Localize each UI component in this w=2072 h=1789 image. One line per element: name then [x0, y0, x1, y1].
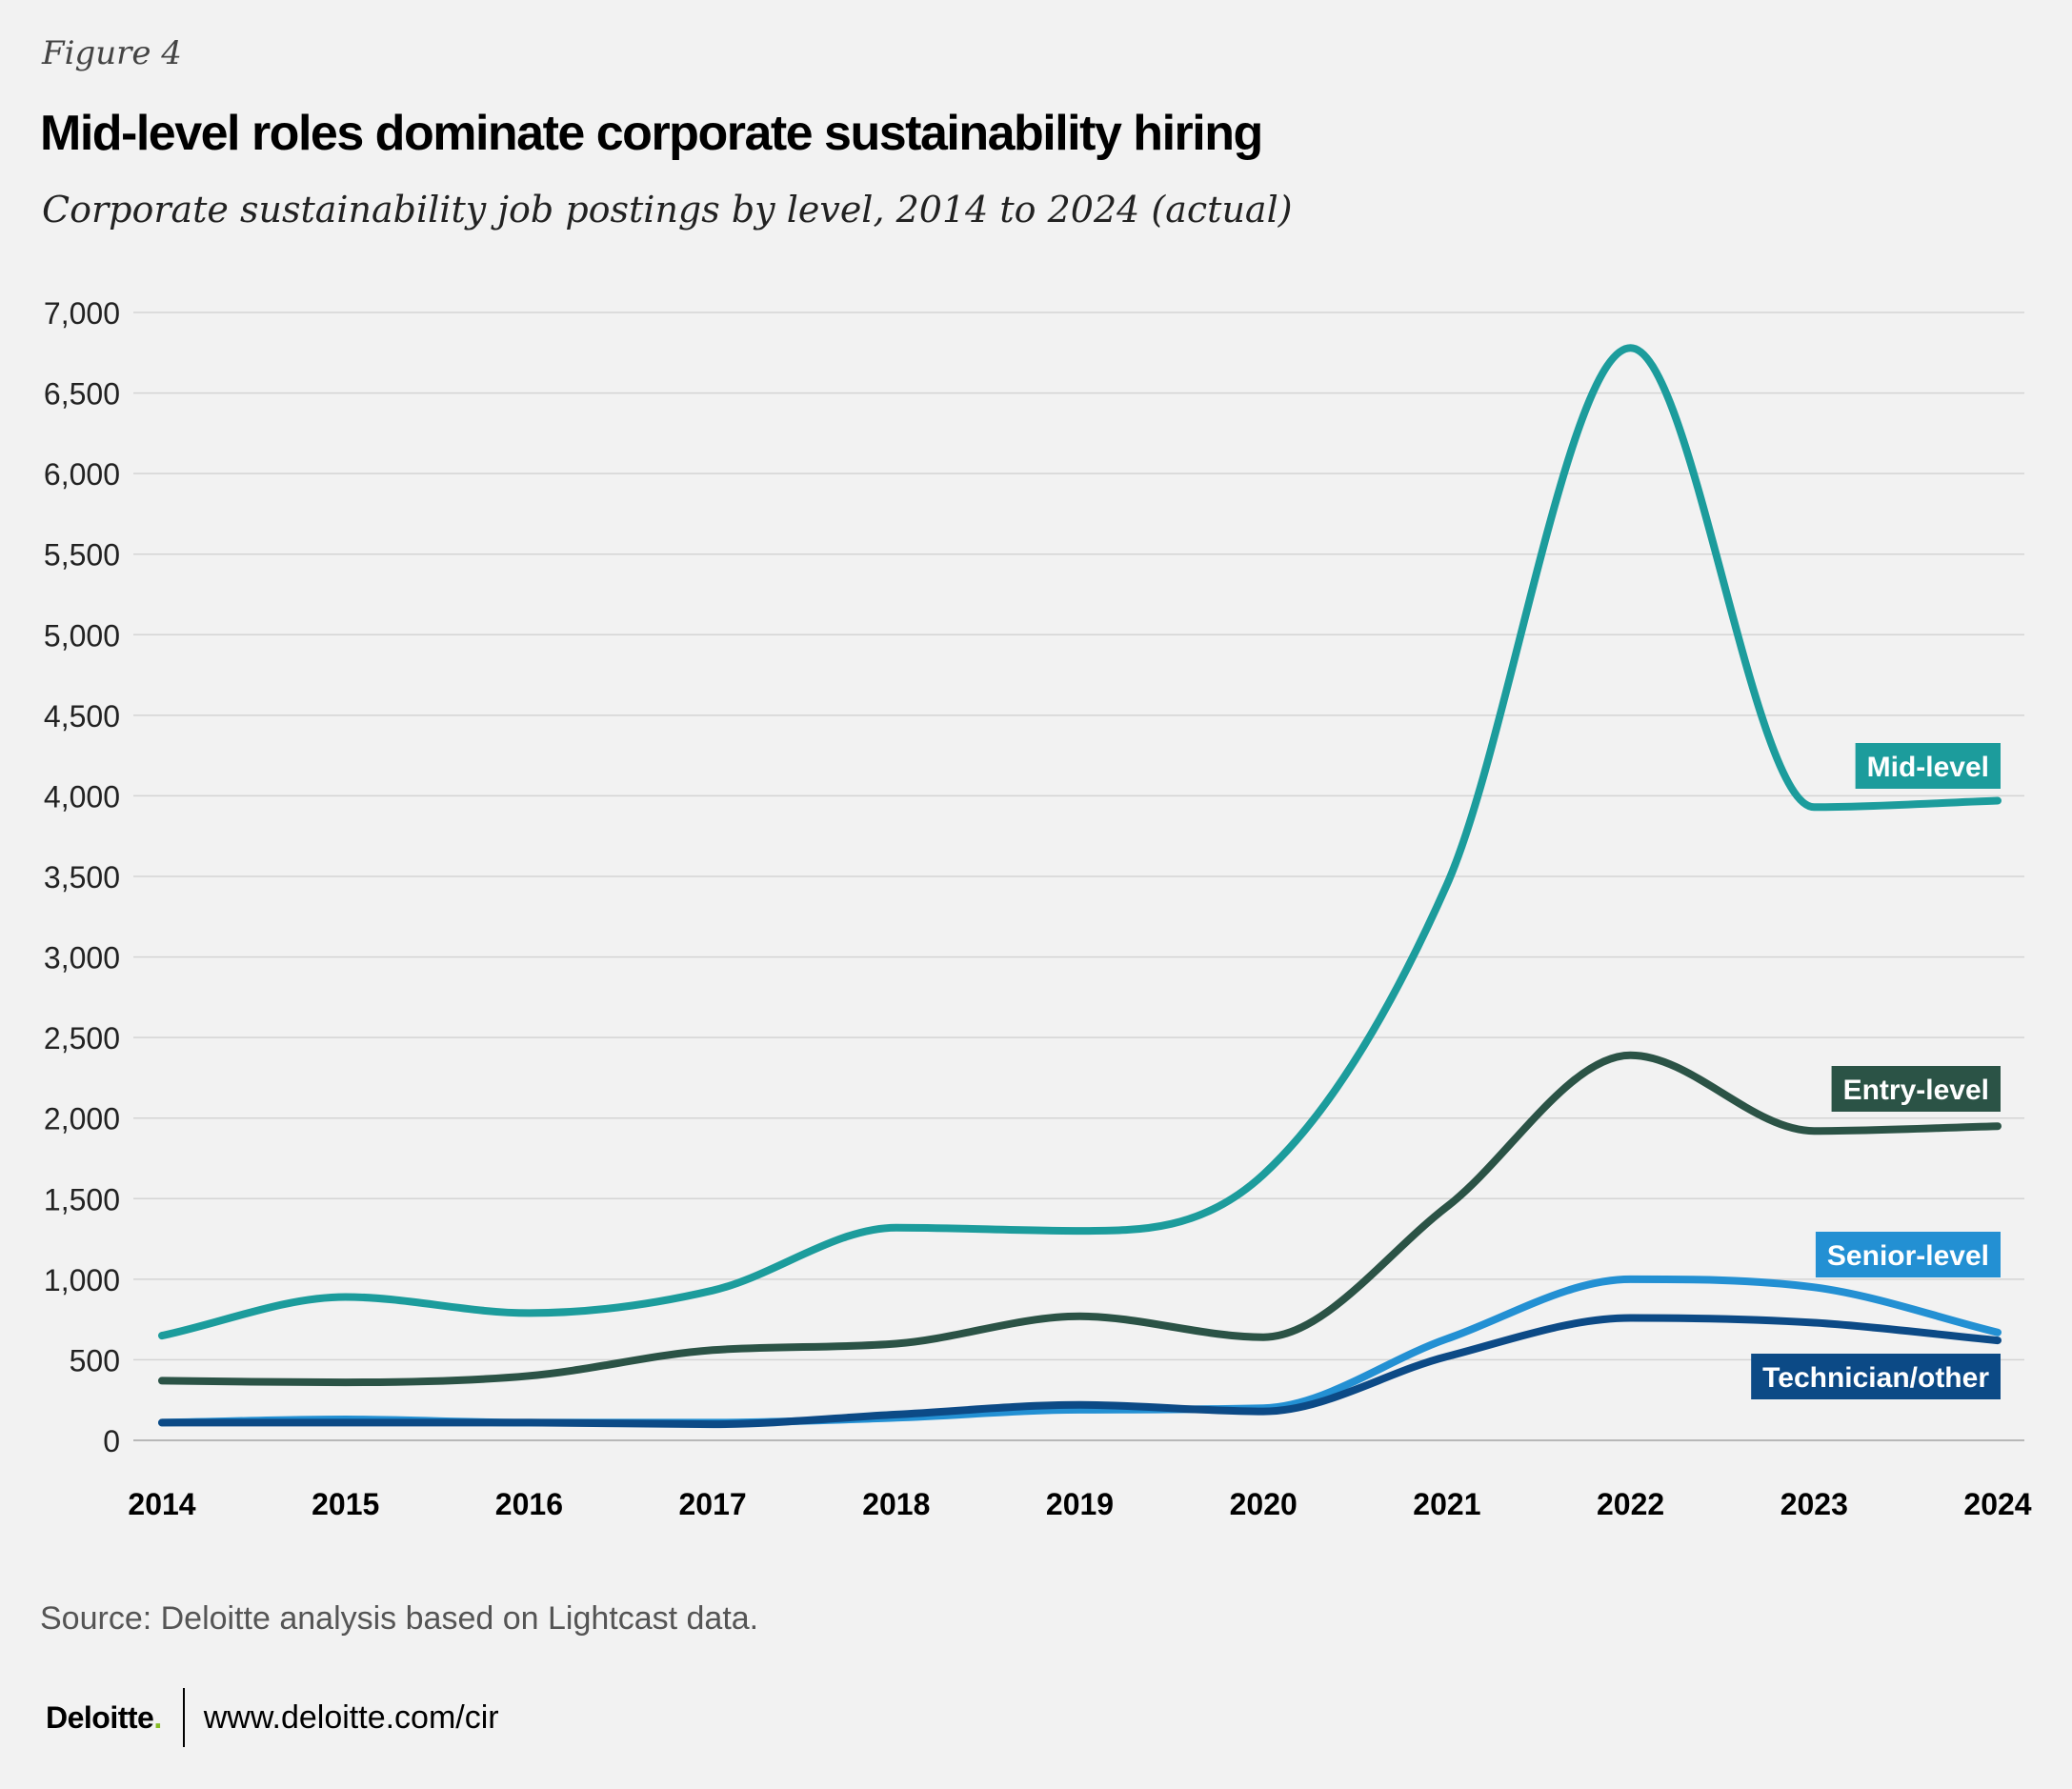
x-tick-label: 2019 [1046, 1487, 1114, 1521]
y-tick-label: 5,000 [44, 618, 120, 653]
y-tick-label: 500 [70, 1343, 120, 1377]
x-tick-label: 2022 [1597, 1487, 1664, 1521]
x-tick-label: 2021 [1413, 1487, 1480, 1521]
y-tick-label: 6,000 [44, 457, 120, 492]
line-chart: 0 500 1,000 1,500 2,000 2,500 3,000 3,500 4,000 4… [44, 296, 2032, 1521]
logo-text: Deloitte [46, 1699, 154, 1735]
series-label-text: Mid-level [1867, 752, 1989, 783]
y-tick-label: 2,500 [44, 1021, 120, 1055]
series-label-senior-level: Senior-level [1815, 1232, 2001, 1277]
x-tick-label: 2020 [1230, 1487, 1298, 1521]
series-label-text: Technician/other [1762, 1362, 1989, 1394]
series-label-mid-level: Mid-level [1855, 743, 2001, 789]
y-tick-label: 6,500 [44, 377, 120, 412]
y-tick-label: 4,500 [44, 699, 120, 734]
figure-label: Figure 4 [42, 34, 182, 72]
y-tick-label: 4,000 [44, 779, 120, 814]
series-label-technician-other: Technician/other [1751, 1354, 2001, 1399]
logo-dot: . [153, 1699, 162, 1735]
y-tick-label: 5,500 [44, 538, 120, 573]
chart-title: Mid-level roles dominate corporate susta… [40, 106, 1263, 161]
y-tick-label: 3,000 [44, 941, 120, 975]
y-tick-label: 2,000 [44, 1102, 120, 1136]
x-tick-label: 2017 [679, 1487, 747, 1521]
series-line-technician-other [158, 1314, 2002, 1429]
x-tick-label: 2023 [1780, 1487, 1848, 1521]
x-tick-label: 2015 [312, 1487, 379, 1521]
x-tick-label: 2018 [862, 1487, 930, 1521]
footer: Deloitte. www.deloitte.com/cir [46, 1688, 499, 1747]
x-tick-label: 2016 [495, 1487, 563, 1521]
series-label-text: Senior-level [1827, 1240, 1989, 1272]
series-label-text: Entry-level [1843, 1075, 1989, 1106]
series-label-box [1831, 1066, 2001, 1112]
series-label-box [1815, 1232, 2001, 1277]
chart-subtitle: Corporate sustainability job postings by… [42, 189, 1293, 231]
series-label-box [1751, 1354, 2001, 1399]
x-tick-label: 2014 [128, 1487, 195, 1521]
series-line-mid-level [158, 344, 2002, 1340]
source-note: Source: Deloitte analysis based on Light… [40, 1600, 759, 1637]
series-label-box [1855, 743, 2001, 789]
x-axis-tick-labels: 2014 2015 2016 2017 2018 2019 2020 2021 2022 2023… [128, 1487, 2031, 1521]
y-axis-tick-labels: 0 500 1,000 1,500 2,000 2,500 3,000 3,500 4,000 4… [44, 296, 120, 1458]
x-tick-label: 2024 [1963, 1487, 2031, 1521]
y-tick-label: 7,000 [44, 296, 120, 331]
deloitte-logo: Deloitte. [46, 1700, 162, 1736]
series-lines [158, 344, 2002, 1429]
series-line-entry-level [158, 1051, 2002, 1387]
footer-divider [182, 1688, 185, 1747]
gridlines [133, 312, 2024, 1441]
y-tick-label: 1,000 [44, 1263, 120, 1297]
y-tick-label: 3,500 [44, 860, 120, 894]
y-tick-label: 1,500 [44, 1182, 120, 1216]
series-label-entry-level: Entry-level [1831, 1066, 2001, 1112]
series-labels: Mid-level Entry-level Senior-level Technici… [1751, 743, 2001, 1399]
y-tick-label: 0 [103, 1424, 120, 1458]
footer-url[interactable]: www.deloitte.com/cir [203, 1699, 499, 1736]
